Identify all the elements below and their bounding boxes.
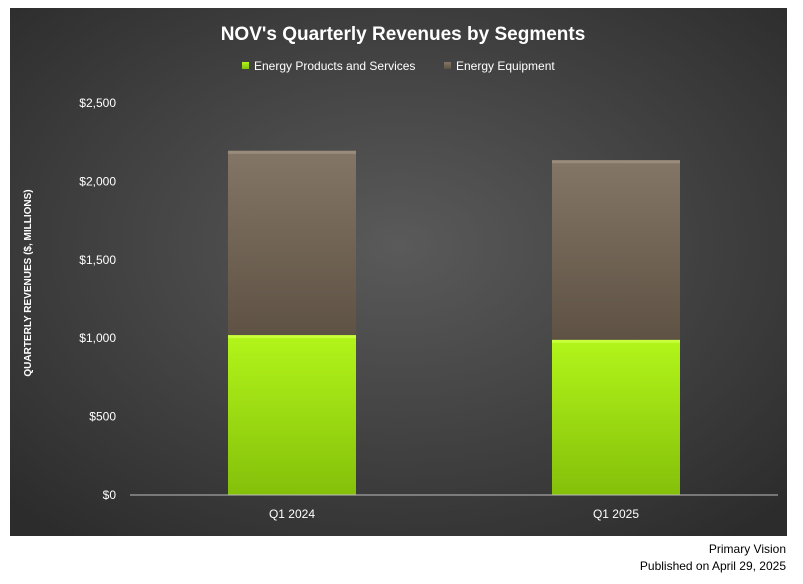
legend-swatch-energy-products — [242, 62, 249, 69]
chart-title: NOV's Quarterly Revenues by Segments — [221, 24, 586, 45]
y-tick-label: $1,000 — [79, 331, 116, 345]
bars — [228, 150, 680, 495]
source-credit: Primary Vision — [708, 542, 786, 556]
y-tick-label: $500 — [89, 410, 116, 424]
y-tick-label: $2,000 — [79, 174, 116, 188]
y-axis-label: QUARTERLY REVENUES ($, MILLIONS) — [23, 189, 34, 376]
x-tick-label: Q1 2024 — [269, 507, 315, 521]
stacked-bar-chart: NOV's Quarterly Revenues by Segments Ene… — [10, 8, 787, 536]
y-tick-label: $1,500 — [79, 253, 116, 267]
y-tick-labels: $0 $500 $1,000 $1,500 $2,000 $2,500 — [79, 96, 116, 502]
bar-segment — [552, 339, 680, 495]
x-tick-labels: Q1 2024 Q1 2025 — [269, 507, 639, 521]
y-tick-label: $2,500 — [79, 96, 116, 110]
bar-segment — [552, 160, 680, 340]
bar-segment-highlight — [552, 339, 680, 343]
x-tick-label: Q1 2025 — [593, 507, 639, 521]
legend-label-energy-equipment: Energy Equipment — [456, 59, 555, 73]
published-date: Published on April 29, 2025 — [639, 559, 786, 573]
legend-label-energy-products: Energy Products and Services — [254, 59, 415, 73]
legend: Energy Products and Services Energy Equi… — [242, 59, 555, 73]
y-tick-label: $0 — [103, 488, 117, 502]
bar-segment-highlight — [552, 160, 680, 164]
bar-segment-highlight — [228, 150, 356, 154]
bar-segment — [228, 335, 356, 495]
legend-swatch-energy-equipment — [444, 62, 451, 69]
chart-container: NOV's Quarterly Revenues by Segments Ene… — [10, 8, 787, 536]
bar-segment-highlight — [228, 335, 356, 339]
bar-segment — [228, 150, 356, 336]
